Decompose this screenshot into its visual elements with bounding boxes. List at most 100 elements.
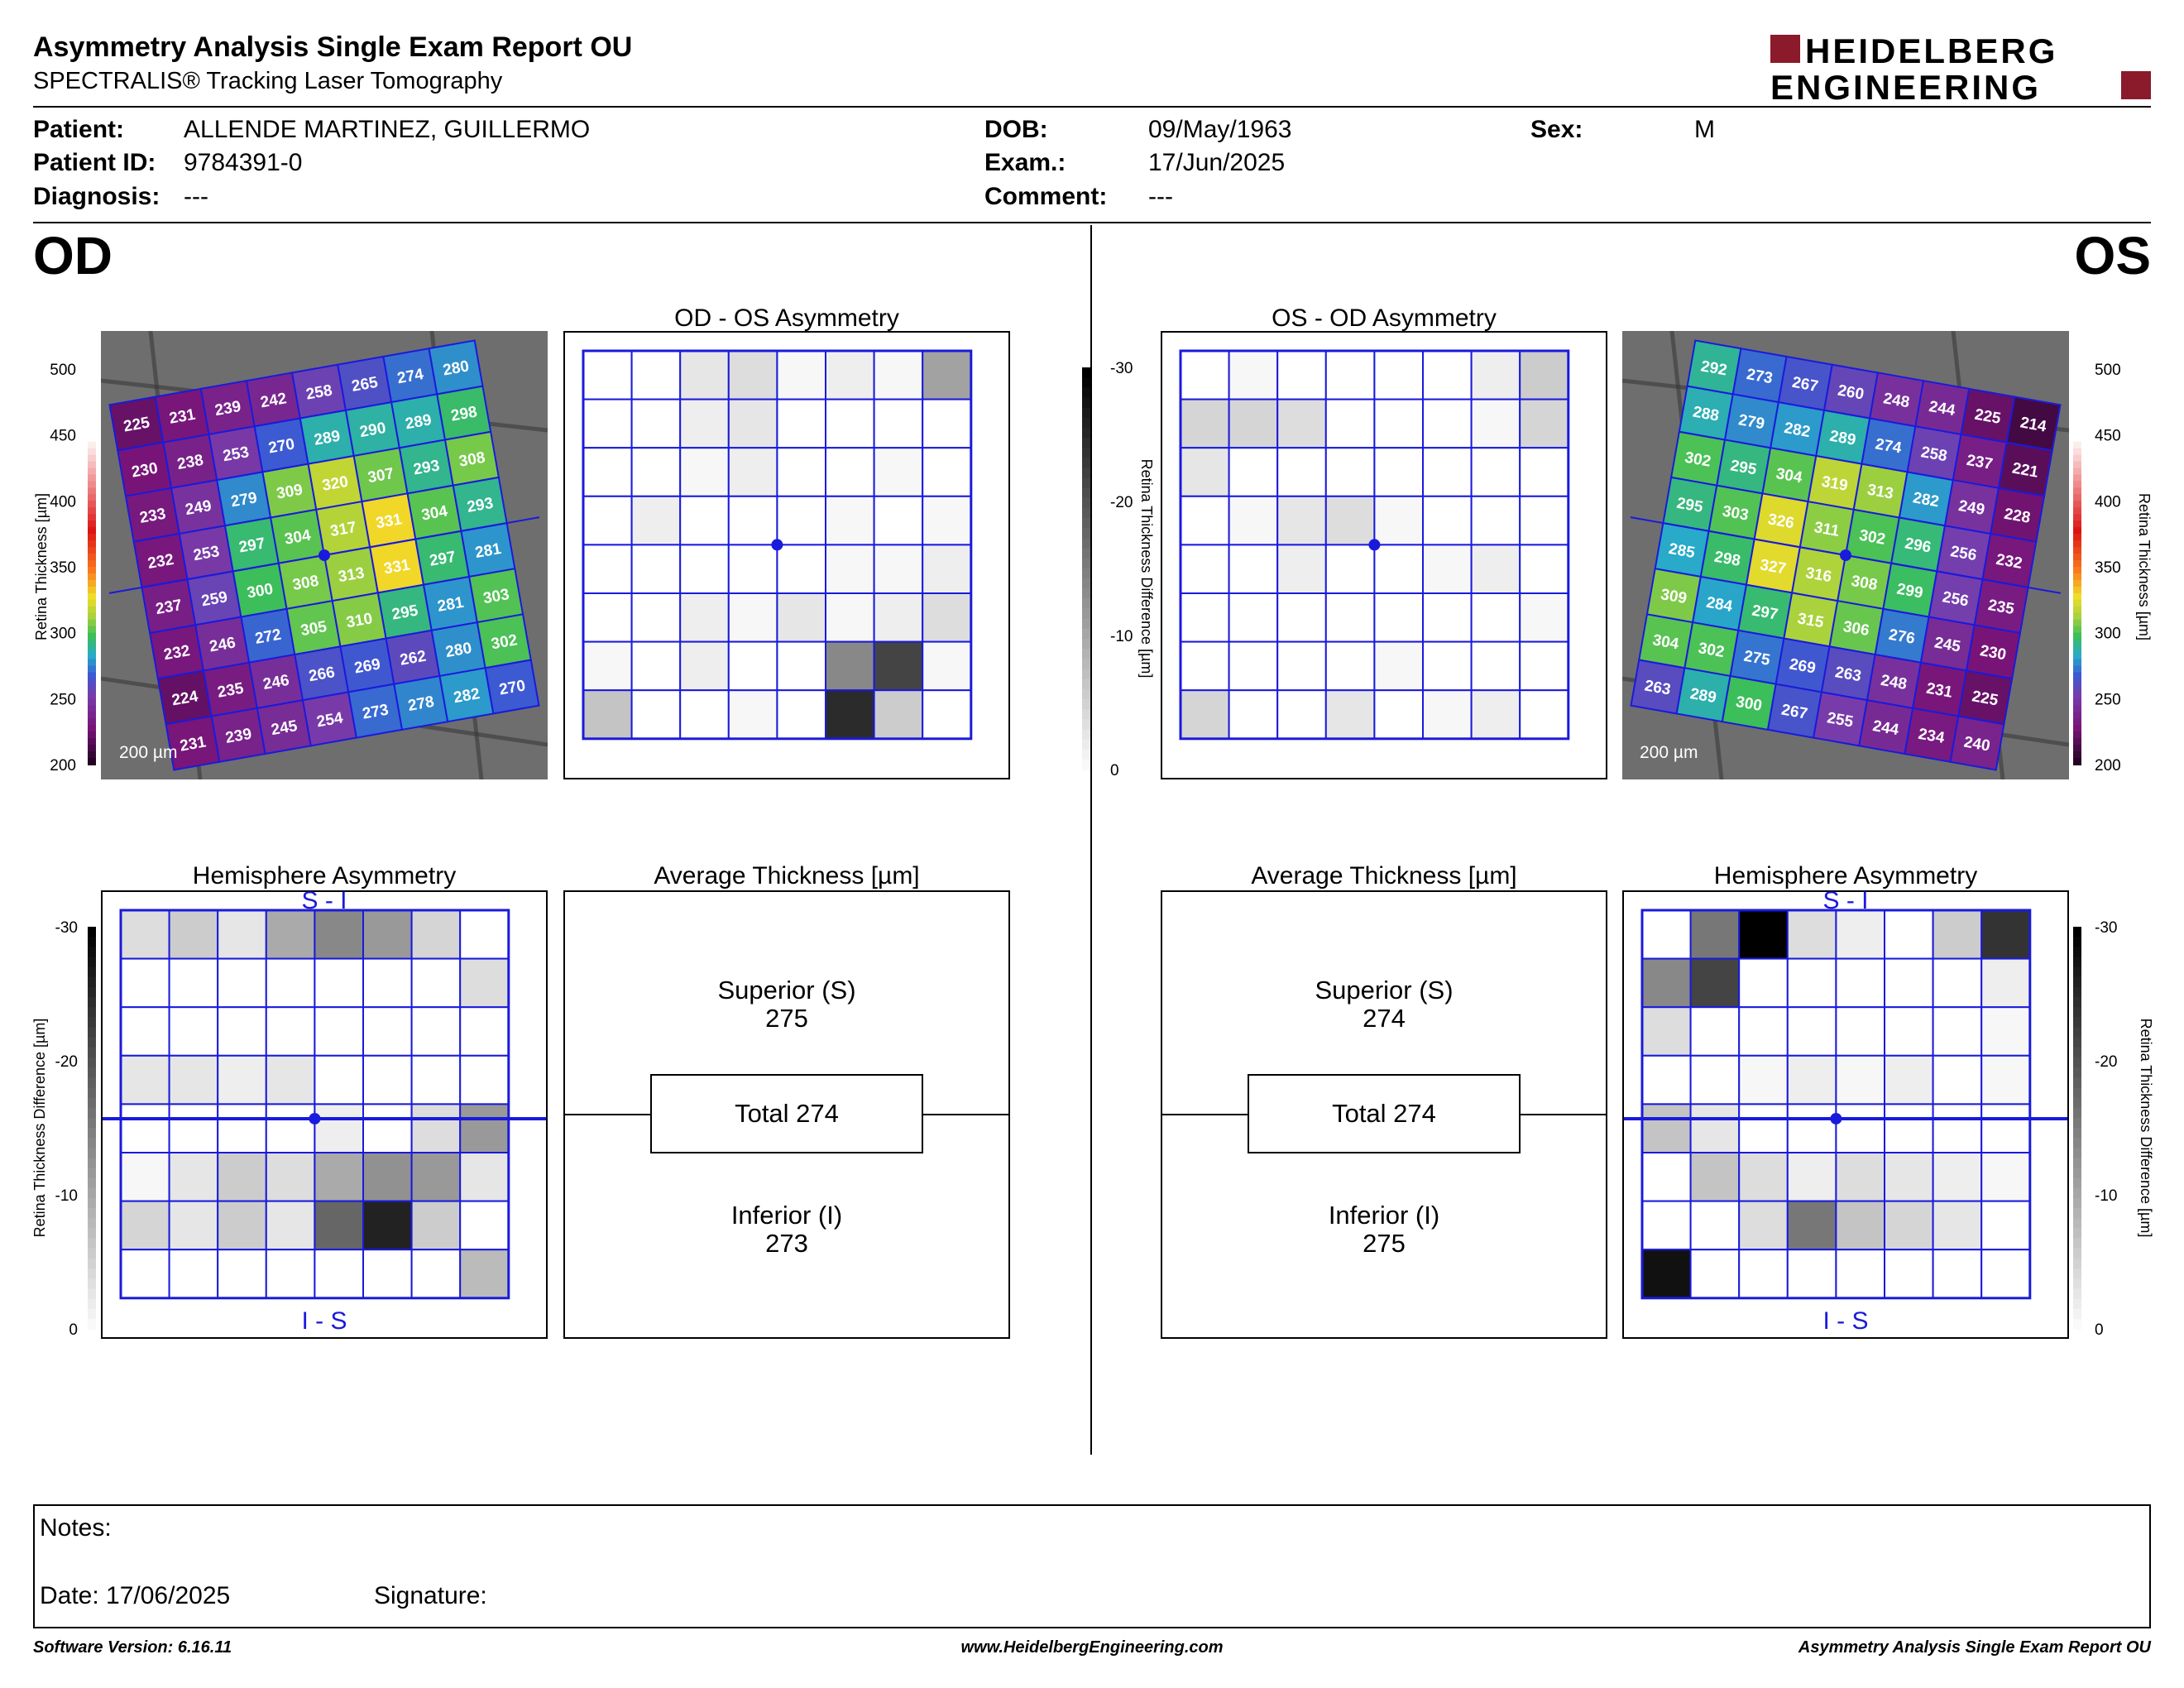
- diff-tick: 0: [1110, 762, 1119, 778]
- os-asym-cell: [1228, 689, 1279, 740]
- scale-tick: 400: [50, 493, 76, 511]
- os-hemi-cell: [1786, 1054, 1837, 1105]
- od-hemi-cell: [120, 957, 170, 1009]
- os-asym-cell: [1228, 398, 1279, 449]
- os-asym-cell: [1276, 447, 1327, 497]
- od-hemi-cell: [120, 1103, 170, 1153]
- diff-tick: -30: [1110, 360, 1133, 377]
- od-hemi-cell: [265, 1103, 316, 1153]
- notes-label: Notes:: [40, 1514, 112, 1542]
- os-asym-cell: [1422, 495, 1473, 546]
- od-hemi-cell: [314, 1006, 364, 1057]
- od-thickness-map: 225 231 239 242 258 265 274 280 230 238 253 270 289 2…: [100, 330, 548, 1085]
- od-asym-cell: [873, 398, 924, 449]
- od-asym-cell: [922, 689, 972, 740]
- report-subtitle: SPECTRALIS® Tracking Laser Tomography: [33, 68, 503, 94]
- scale-tick: 200: [2095, 757, 2121, 774]
- od-hemi-cell: [410, 1103, 462, 1153]
- notes-box[interactable]: [33, 1504, 2151, 1628]
- os-asym-cell: [1422, 544, 1473, 594]
- os-asym-cell: [1373, 350, 1424, 400]
- diff-label: Retina Thickness Difference [µm]: [2138, 1019, 2153, 1238]
- os-asym-cell: [1519, 495, 1569, 546]
- os-asym-cell: [1276, 350, 1327, 400]
- os-hemi-cell: [1835, 1200, 1885, 1251]
- os-asym-cell: [1373, 689, 1424, 740]
- scale-tick: 200: [50, 757, 76, 774]
- od-hemi-cell: [217, 1006, 267, 1057]
- os-asym-cell: [1228, 592, 1279, 643]
- od-inferior-label: Inferior (I): [730, 1201, 843, 1230]
- diff-tick: -20: [1110, 494, 1133, 511]
- os-inferior-label: Inferior (I): [1328, 1201, 1440, 1230]
- os-hemi-cell: [1835, 1152, 1885, 1202]
- od-asym-cell: [679, 495, 730, 546]
- od-asym-cell: [873, 350, 924, 400]
- od-asym-cell: [582, 544, 633, 594]
- od-asym-cell: [679, 398, 730, 449]
- svg-text:ENGINEERING: ENGINEERING: [1770, 68, 2041, 104]
- diff-tick: -30: [55, 919, 78, 937]
- os-hemi-cell: [1932, 1249, 1983, 1299]
- od-asym-cell: [825, 689, 875, 740]
- diff-tick: 0: [69, 1321, 78, 1337]
- os-asym-cell: [1519, 398, 1569, 449]
- os-hemi-cell: [1738, 1103, 1789, 1153]
- os-hemi-cell: [1884, 1249, 1934, 1299]
- os-thickness-scale: 500 450 400 350 300 250 200 Retina Thickness [µ…: [2070, 331, 2153, 778]
- od-hemi-cell: [168, 1249, 219, 1299]
- od-hemi-cell: [168, 1152, 219, 1202]
- os-hemi-cell: [1689, 1249, 1741, 1299]
- od-asym-cell: [922, 592, 972, 643]
- od-hemi-top-label: S - I: [301, 887, 347, 914]
- scale-label: Retina Thickness [µm]: [2136, 493, 2153, 640]
- od-asym-cell: [922, 447, 972, 497]
- od-asym-cell: [922, 350, 972, 400]
- os-asym-cell: [1228, 495, 1279, 546]
- os-hemi-cell: [1641, 957, 1692, 1009]
- od-asym-cell: [922, 544, 972, 594]
- exam-date: 17/Jun/2025: [1148, 149, 1286, 176]
- os-hemi-cell: [1884, 1103, 1934, 1153]
- od-hemi-cell: [459, 1006, 510, 1057]
- os-asym-cell: [1373, 640, 1424, 692]
- od-asym-cell: [873, 592, 924, 643]
- fovea-marker: [318, 549, 330, 561]
- od-hemi-cell: [120, 1249, 170, 1299]
- os-asym-cell: [1470, 544, 1521, 594]
- od-hemi-scale: -30 -20 -10 0 Retina Thickness Difference [µ…: [31, 890, 101, 1339]
- website-link[interactable]: www.HeidelbergEngineering.com: [960, 1638, 1224, 1657]
- od-asym-cell: [873, 689, 924, 740]
- od-asym-cell: [873, 640, 924, 692]
- os-hemi-cell: [1786, 1006, 1837, 1057]
- od-asym-cell: [825, 350, 875, 400]
- os-hemi-cell: [1641, 1152, 1692, 1202]
- os-asym-cell: [1470, 592, 1521, 643]
- os-hemi-cell: [1884, 1006, 1934, 1057]
- os-hemi-cell: [1738, 1200, 1789, 1251]
- os-asym-cell: [1180, 592, 1230, 643]
- od-asym-cell: [873, 544, 924, 594]
- dob-label: DOB:: [984, 116, 1048, 143]
- od-hemi-cell: [314, 1103, 364, 1153]
- od-asym-cell: [630, 544, 682, 594]
- os-inferior-value: 275: [1363, 1229, 1406, 1258]
- os-hemi-cell: [1641, 1006, 1692, 1057]
- od-asym-cell: [776, 689, 826, 740]
- os-scale-bar: 200 µm: [1640, 743, 1698, 762]
- od-hemi-cell: [362, 1249, 413, 1299]
- scale-tick: 300: [50, 626, 76, 643]
- od-hemi-cell: [265, 1006, 316, 1057]
- od-hemi-cell: [362, 1054, 413, 1105]
- center-diff-scale: -30 -20 -10 0 Retina Thickness Difference [µ…: [1075, 331, 1175, 779]
- od-asym-cell: [825, 640, 875, 692]
- od-asym-cell: [825, 592, 875, 643]
- os-hemi-cell: [1980, 1006, 2031, 1057]
- od-asym-cell: [630, 398, 682, 449]
- os-asym-cell: [1324, 495, 1376, 546]
- od-asym-cell: [582, 495, 633, 546]
- od-hemi-cell: [120, 1006, 170, 1057]
- signature-label: Signature:: [374, 1582, 487, 1609]
- od-asym-cell: [679, 447, 730, 497]
- od-asym-panel: [563, 331, 1010, 779]
